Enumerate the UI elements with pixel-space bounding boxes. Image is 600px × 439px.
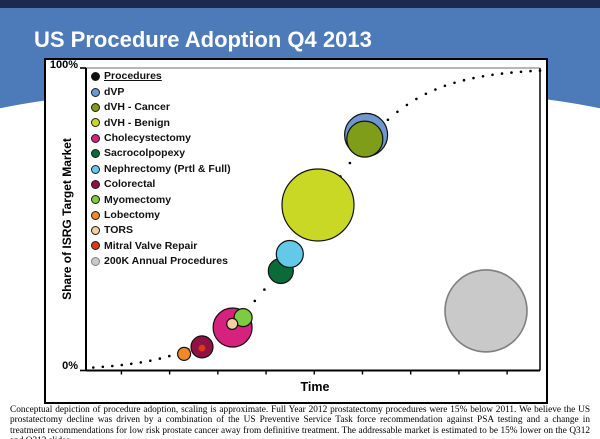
x-axis-title: Time <box>300 380 330 394</box>
legend-label-dvh-cancer: dVH - Cancer <box>104 101 170 114</box>
legend-item-lobectomy: Lobectomy <box>91 208 231 223</box>
legend-dot-dvp <box>91 87 100 97</box>
legend-label-200k-annual-procedures: 200K Annual Procedures <box>104 255 228 268</box>
bubble-dvh-cancer <box>346 120 384 158</box>
legend-item-sacrocolpopexy: Sacrocolpopexy <box>91 146 231 161</box>
legend-dot-tors <box>91 226 100 236</box>
legend-item-cholecystectomy: Cholecystectomy <box>91 131 231 146</box>
legend-dot-dvh-benign <box>91 118 100 128</box>
legend-label-dvp: dVP <box>104 85 125 98</box>
bubble-200k-annual-procedures <box>444 269 528 353</box>
chart-legend: Procedures dVP dVH - Cancer dVH - Benign Cho… <box>91 69 231 269</box>
legend-label-lobectomy: Lobectomy <box>104 208 161 221</box>
legend-label-myomectomy: Myomectomy <box>104 193 172 206</box>
legend-label-dvh-benign: dVH - Benign <box>104 116 170 129</box>
legend-dot-lobectomy <box>91 210 100 220</box>
legend-dot-mitral-valve-repair <box>91 241 100 251</box>
legend-item-mitral-valve-repair: Mitral Valve Repair <box>91 238 231 253</box>
legend-item-myomectomy: Myomectomy <box>91 192 231 207</box>
slide-title: US Procedure Adoption Q4 2013 <box>34 27 372 52</box>
legend-label-nephrectomy: Nephrectomy (Prtl & Full) <box>104 162 231 175</box>
legend-item-procedures: Procedures <box>91 69 231 84</box>
legend-item-colorectal: Colorectal <box>91 177 231 192</box>
y-axis-tick-label-100: 100% <box>49 59 78 71</box>
legend-dot-cholecystectomy <box>91 133 100 143</box>
legend-label-sacrocolpopexy: Sacrocolpopexy <box>104 147 186 160</box>
bubble-tors <box>226 317 239 330</box>
legend-label-tors: TORS <box>104 224 133 237</box>
bubble-nephrectomy <box>275 239 304 269</box>
legend-dot-nephrectomy <box>91 164 100 174</box>
legend-item-dvh-cancer: dVH - Cancer <box>91 100 231 115</box>
legend-dot-procedures <box>91 72 100 82</box>
bubble-dvh-benign <box>281 168 355 242</box>
legend-item-200k-annual-procedures: 200K Annual Procedures <box>91 254 231 269</box>
legend-dot-sacrocolpopexy <box>91 149 100 159</box>
legend-item-nephrectomy: Nephrectomy (Prtl & Full) <box>91 161 231 176</box>
legend-dot-dvh-cancer <box>91 102 100 112</box>
y-axis-tick-label-0: 0% <box>62 360 78 372</box>
legend-label-colorectal: Colorectal <box>104 178 156 191</box>
footnote-text: Conceptual depiction of procedure adopti… <box>10 405 590 439</box>
legend-item-dvh-benign: dVH - Benign <box>91 115 231 130</box>
legend-dot-200k-annual-procedures <box>91 256 100 266</box>
legend-dot-myomectomy <box>91 195 100 205</box>
y-axis-title: Share of ISRG Target Market <box>60 138 74 300</box>
bubble-myomectomy <box>233 308 253 328</box>
bubble-mitral-valve-repair <box>197 343 207 353</box>
legend-label-cholecystectomy: Cholecystectomy <box>104 132 191 144</box>
legend-label-mitral-valve-repair: Mitral Valve Repair <box>104 239 198 252</box>
legend-label-procedures: Procedures <box>104 70 162 83</box>
top-accent-bar <box>0 0 600 8</box>
legend-item-dvp: dVP <box>91 84 231 99</box>
legend-dot-colorectal <box>91 179 100 189</box>
bubble-lobectomy <box>177 346 192 361</box>
x-axis-ticks <box>120 370 508 375</box>
legend-item-tors: TORS <box>91 223 231 238</box>
